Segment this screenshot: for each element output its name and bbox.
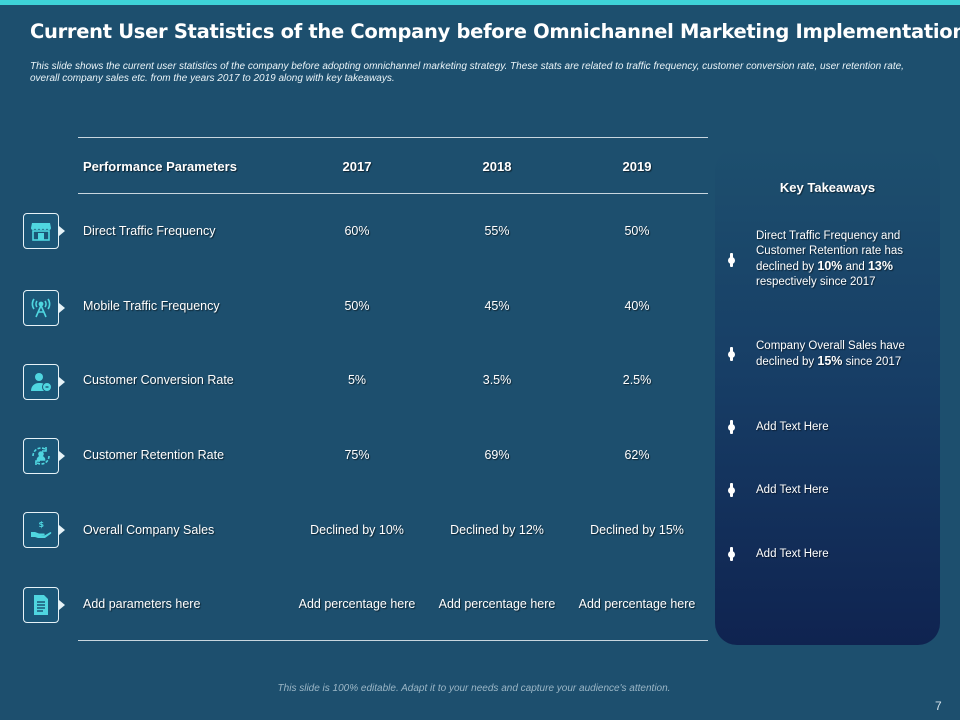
table-row: Customer Retention Rate 75% 69% 62%: [78, 448, 708, 468]
value-2018: 3.5%: [482, 373, 512, 387]
slide-subtitle: This slide shows the current user statis…: [30, 61, 904, 84]
table-row: Mobile Traffic Frequency 50% 45% 40%: [78, 299, 708, 319]
value-2019: Add percentage here: [578, 597, 696, 611]
takeaway-text: Add Text Here: [756, 484, 829, 496]
key-takeaways-title: Key Takeaways: [779, 180, 876, 195]
value-2018: 45%: [484, 299, 510, 313]
value-2019: 40%: [624, 299, 650, 313]
document-icon: [23, 587, 65, 623]
header-2017: 2017: [342, 159, 372, 174]
takeaway-text: Add Text Here: [756, 421, 829, 433]
bullet-marker: [728, 420, 735, 434]
value-2017: Declined by 10%: [310, 523, 404, 537]
storefront-icon: [23, 213, 65, 249]
value-2019: 50%: [624, 224, 650, 238]
param-label: Customer Retention Rate: [83, 448, 225, 462]
bullet-marker: [728, 347, 735, 361]
hand-dollar-icon: $: [23, 512, 65, 548]
page-number: 7: [935, 699, 942, 713]
value-2019: 62%: [624, 448, 650, 462]
value-2018: Add percentage here: [438, 597, 556, 611]
bullet-marker: [728, 483, 735, 497]
param-label: Mobile Traffic Frequency: [83, 299, 220, 313]
value-2019: Declined by 15%: [590, 523, 684, 537]
antenna-icon: [23, 290, 65, 326]
value-2018: Declined by 12%: [450, 523, 544, 537]
table-row: Direct Traffic Frequency 60% 55% 50%: [78, 224, 708, 244]
param-label: Customer Conversion Rate: [83, 373, 234, 387]
key-takeaways-panel: Key Takeaways Direct Traffic Frequency a…: [715, 148, 940, 645]
svg-text:$: $: [39, 520, 45, 529]
table-row: Add parameters here Add percentage here …: [78, 597, 708, 617]
value-2018: 69%: [484, 448, 510, 462]
value-2017: 60%: [344, 224, 370, 238]
header-2019: 2019: [622, 159, 652, 174]
refresh-users-icon: [23, 438, 65, 474]
table-header-rule: [78, 193, 708, 194]
takeaway-text: Company Overall Sales have declined by 1…: [756, 340, 905, 368]
param-label: Add parameters here: [83, 597, 201, 611]
table-row: Customer Conversion Rate 5% 3.5% 2.5%: [78, 373, 708, 393]
param-label: Overall Company Sales: [83, 523, 215, 537]
takeaway-text: Add Text Here: [756, 548, 829, 560]
value-2017: 5%: [347, 373, 367, 387]
bullet-marker: [728, 547, 735, 561]
table-top-rule: [78, 137, 708, 138]
top-accent-bar: [0, 0, 960, 5]
header-performance-parameters: Performance Parameters: [83, 159, 237, 174]
value-2017: 75%: [344, 448, 370, 462]
bullet-marker: [728, 253, 735, 267]
value-2017: 50%: [344, 299, 370, 313]
value-2018: 55%: [484, 224, 510, 238]
value-2019: 2.5%: [622, 373, 652, 387]
takeaway-text: Direct Traffic Frequency and Customer Re…: [756, 230, 904, 288]
header-2018: 2018: [482, 159, 512, 174]
statistics-table: Performance Parameters 2017 2018 2019 Di…: [78, 137, 708, 642]
table-row: Overall Company Sales Declined by 10% De…: [78, 523, 708, 543]
footer-note: This slide is 100% editable. Adapt it to…: [277, 683, 671, 694]
param-label: Direct Traffic Frequency: [83, 224, 216, 238]
value-2017: Add percentage here: [298, 597, 416, 611]
table-bottom-rule: [78, 640, 708, 641]
slide-title: Current User Statistics of the Company b…: [30, 20, 960, 43]
user-coin-icon: [23, 364, 65, 400]
